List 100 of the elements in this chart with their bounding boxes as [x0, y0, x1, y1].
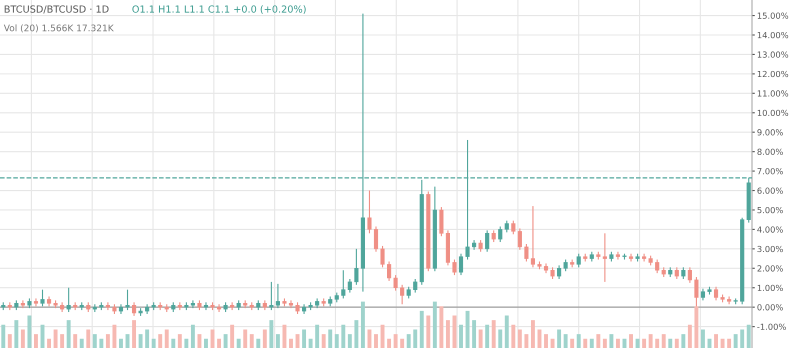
bar	[8, 334, 12, 348]
bar	[341, 324, 346, 348]
bar	[250, 334, 254, 348]
candlestick	[40, 289, 45, 307]
candlestick	[328, 296, 332, 307]
bar	[289, 338, 293, 348]
candlestick	[485, 230, 490, 252]
bar	[262, 329, 267, 348]
y-tick-label: 8.00%	[757, 148, 783, 155]
candlestick	[315, 298, 320, 309]
bar	[518, 329, 522, 348]
candlestick	[700, 288, 706, 301]
bar	[236, 338, 241, 348]
bar	[648, 334, 653, 348]
y-tick-label: 12.00%	[758, 70, 788, 78]
candlestick	[492, 230, 496, 243]
bar	[14, 320, 18, 348]
candlestick	[590, 251, 594, 262]
candlestick	[472, 240, 476, 250]
candlestick	[602, 232, 607, 282]
candlestick	[295, 302, 300, 315]
candlestick	[413, 278, 418, 294]
candlestick	[714, 286, 718, 301]
bar	[138, 334, 143, 348]
candlestick	[518, 228, 522, 250]
candlestick	[662, 266, 666, 278]
candlestick	[564, 258, 568, 272]
candlestick	[583, 253, 588, 262]
bar	[302, 329, 306, 348]
bar	[217, 338, 222, 348]
bar	[210, 329, 214, 348]
candlestick	[197, 300, 202, 311]
bar	[550, 338, 555, 348]
candlestick	[504, 220, 509, 233]
bar	[681, 334, 686, 348]
bar	[720, 338, 725, 348]
candlestick	[171, 302, 176, 313]
y-tick-label: 6.00%	[757, 188, 783, 194]
y-tick-label: 5.00%	[758, 206, 783, 214]
bar	[322, 334, 326, 348]
bar	[158, 334, 162, 348]
candlestick	[269, 281, 274, 311]
candlestick	[86, 302, 90, 313]
y-tick-label: 4.00%	[757, 226, 783, 233]
bar	[727, 338, 732, 348]
candlestick	[550, 266, 555, 280]
candlestick	[524, 243, 528, 262]
bar	[734, 334, 738, 348]
bar	[276, 334, 280, 348]
chart-subtitle: O1.1 H1.1 L1.1 C1.1 +0.0 (+0.20%)	[132, 5, 306, 14]
bar	[132, 320, 136, 348]
candlestick	[458, 253, 464, 276]
bar	[530, 320, 535, 348]
bar	[655, 338, 660, 348]
bar	[80, 338, 84, 348]
candlestick	[302, 304, 306, 315]
bar	[538, 329, 542, 348]
bar	[674, 338, 679, 348]
bar	[296, 334, 300, 348]
bar	[204, 338, 208, 348]
y-tick-label: 10.00%	[758, 110, 788, 116]
candlestick	[367, 190, 372, 234]
bar	[629, 334, 633, 348]
bar	[54, 329, 58, 348]
bar	[602, 338, 607, 348]
bar	[197, 334, 202, 348]
bar	[106, 334, 110, 348]
bar	[714, 334, 718, 348]
candlestick	[557, 264, 562, 280]
candlestick	[439, 206, 444, 237]
candlestick	[262, 300, 267, 311]
bar	[740, 329, 744, 348]
bar	[308, 338, 313, 348]
y-tick-label: 1.00%	[758, 284, 783, 292]
y-tick-label: 7.00%	[758, 168, 783, 174]
bar	[145, 329, 150, 348]
bar	[583, 338, 588, 348]
bar	[642, 338, 646, 348]
bar	[700, 329, 705, 348]
candlestick	[112, 304, 117, 315]
bar	[34, 334, 38, 348]
bar	[66, 320, 71, 348]
bar	[564, 334, 568, 348]
candlestick	[648, 255, 653, 266]
candlestick	[236, 300, 241, 311]
bar	[478, 329, 483, 348]
bar	[178, 334, 182, 348]
candlestick	[256, 300, 260, 311]
bar	[112, 324, 116, 348]
bar	[126, 334, 130, 348]
bar	[380, 324, 384, 348]
candlestick	[387, 260, 392, 282]
candlestick	[27, 298, 32, 309]
bar	[570, 338, 574, 348]
candlestick	[576, 253, 581, 268]
bar	[184, 338, 188, 348]
candlestick	[341, 270, 346, 299]
candlestick	[132, 302, 136, 316]
bar	[282, 324, 286, 348]
bar	[368, 329, 372, 348]
